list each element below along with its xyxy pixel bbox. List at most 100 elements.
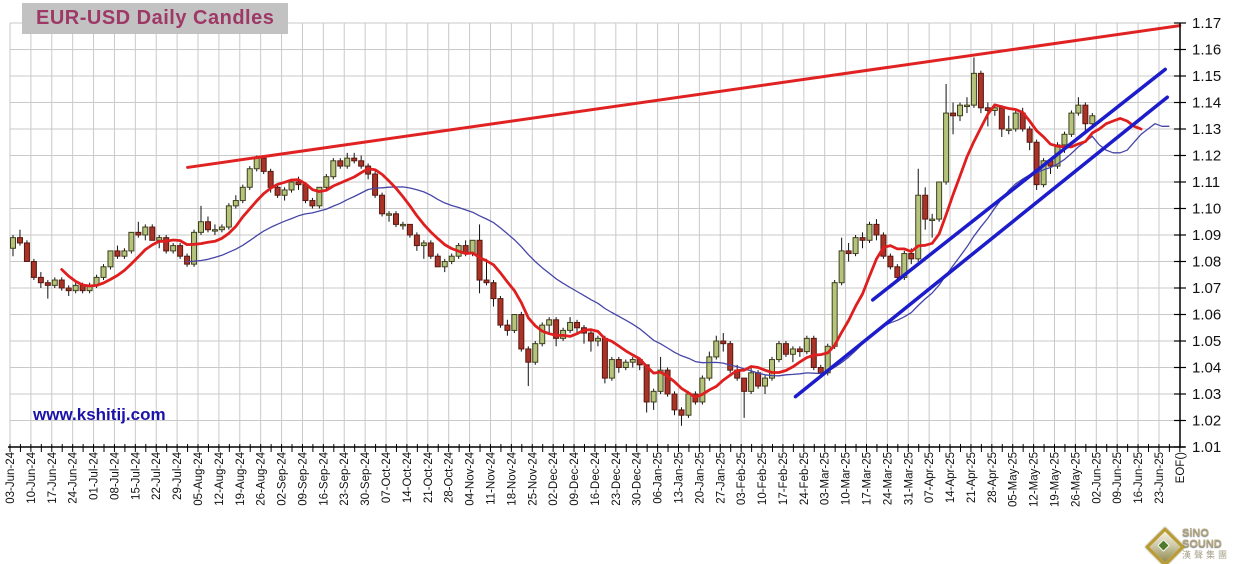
y-axis-labels: 1.17 1.16 1.15 1.14 1.13 1.12 1.11 1.10 1.09 1.08… (1174, 15, 1221, 456)
x-axis-tick-label: 24-Feb-25 (799, 452, 811, 505)
bull-candle (420, 242, 427, 247)
bear-candle (427, 242, 434, 257)
y-axis-tick-label: 1.09 (1192, 227, 1221, 244)
watermark-link[interactable]: www.kshitij.com (33, 405, 166, 424)
x-axis-tick-label: 26-Aug-24 (256, 451, 268, 505)
bear-candle (922, 194, 929, 220)
y-axis-tick-label: 1.05 (1192, 333, 1221, 350)
bull-candle (831, 282, 838, 347)
bull-candle (441, 261, 448, 268)
bull-candle (929, 218, 936, 222)
bull-candle (539, 324, 546, 345)
bull-candle (943, 112, 950, 183)
bear-candle (727, 343, 734, 371)
bull-candle (170, 245, 177, 252)
bull-candle (1075, 104, 1082, 114)
bull-candle (838, 250, 845, 284)
bear-candle (553, 319, 560, 339)
bear-candle (490, 282, 497, 300)
bear-candle (274, 186, 281, 196)
x-axis-tick-label: 04-Nov-24 (465, 451, 477, 505)
x-axis-tick-label: 19-May-25 (1050, 452, 1062, 507)
x-axis-tick-label: 15-Jul-24 (130, 451, 142, 500)
bear-candle (114, 250, 121, 257)
bull-candle (386, 213, 393, 216)
bear-candle (873, 223, 880, 236)
bull-candle (246, 168, 253, 188)
bear-candle (476, 239, 483, 281)
y-axis-tick-label: 1.02 (1192, 413, 1221, 430)
bull-candle (1012, 112, 1019, 130)
x-axis-tick-label: 08-Jul-24 (109, 451, 121, 500)
x-axis-tick-label: 25-Nov-24 (527, 451, 539, 505)
bear-candle (37, 276, 44, 284)
bull-candle (218, 226, 225, 231)
y-axis-tick-label: 1.11 (1192, 174, 1220, 191)
bear-candle (204, 221, 211, 231)
x-axis-tick-label: 24-Jun-24 (68, 451, 80, 503)
bull-candle (650, 390, 657, 403)
y-axis-tick-label: 1.17 (1192, 15, 1221, 32)
x-axis-tick-label: 02-Dec-24 (548, 451, 560, 505)
bear-candle (302, 184, 309, 202)
bear-candle (497, 298, 504, 326)
x-axis-tick-label: 10-Feb-25 (757, 452, 769, 505)
x-axis-tick-label: 28-Apr-25 (987, 452, 999, 503)
x-axis-tick-label: 21-Apr-25 (966, 452, 978, 503)
bear-candle (30, 261, 37, 278)
x-axis-tick-label: 14-Oct-24 (402, 451, 414, 503)
bull-candle (100, 266, 107, 278)
bull-candle (448, 255, 455, 263)
bear-candle (351, 157, 358, 162)
x-axis-tick-label: 16-Sep-24 (318, 451, 330, 505)
brand-chinese-name: 漢聲集團 (1182, 550, 1231, 560)
bear-candle (525, 348, 532, 363)
bear-candle (358, 160, 365, 167)
x-axis-tick-label: 07-Oct-24 (381, 451, 393, 503)
x-axis-tick-label: 02-Jun-25 (1091, 452, 1103, 504)
x-axis-tick-label: 12-May-25 (1029, 452, 1041, 507)
x-axis-tick-label: 24-Mar-25 (882, 452, 894, 505)
bull-candle (915, 194, 922, 260)
bear-candle (678, 409, 685, 416)
bear-candle (887, 255, 894, 268)
bull-candle (232, 200, 239, 207)
x-axis-tick-label: 09-Sep-24 (297, 451, 309, 505)
x-axis-tick-label: 06-Jan-25 (653, 452, 665, 504)
bear-candle (664, 369, 671, 395)
y-axis-tick-label: 1.03 (1192, 386, 1221, 403)
bear-candle (149, 226, 156, 241)
x-axis-tick-label: 31-Mar-25 (903, 452, 915, 505)
bull-candle (72, 284, 79, 292)
x-axis-tick-label: 21-Oct-24 (423, 451, 435, 503)
bull-candle (622, 361, 629, 369)
bull-candle (1040, 160, 1047, 186)
x-axis-ticks (9, 444, 1181, 452)
bear-candle (16, 237, 23, 244)
blue-support-upper-trendline (871, 67, 1167, 302)
bear-candle (434, 255, 441, 268)
bull-candle (852, 237, 859, 255)
brand-logo: SiNO SOUND 漢聲集團 (1145, 525, 1241, 564)
diamond-logo-icon (1145, 526, 1185, 564)
y-axis-tick-label: 1.12 (1192, 148, 1221, 165)
bear-candle (163, 237, 170, 252)
x-axis-tick-label: 26-May-25 (1070, 452, 1082, 507)
bear-candle (518, 314, 525, 350)
bear-candle (406, 223, 413, 236)
y-axis-tick-label: 1.14 (1192, 95, 1221, 112)
x-axis-tick-label: 13-Jan-25 (673, 452, 685, 504)
bull-candle (511, 314, 518, 331)
bear-candle (998, 107, 1005, 130)
bull-candle (629, 359, 636, 363)
bear-candle (135, 231, 142, 236)
chart-title: EUR-USD Daily Candles (36, 7, 275, 29)
bull-candle (970, 72, 977, 106)
bear-candle (574, 321, 581, 329)
x-axis-tick-label: 10-Jun-24 (26, 451, 38, 503)
bull-candle (330, 160, 337, 178)
bear-candle (267, 170, 274, 188)
x-axis-tick-label: 17-Mar-25 (861, 452, 873, 505)
x-axis-tick-label: 28-Oct-24 (444, 451, 456, 503)
